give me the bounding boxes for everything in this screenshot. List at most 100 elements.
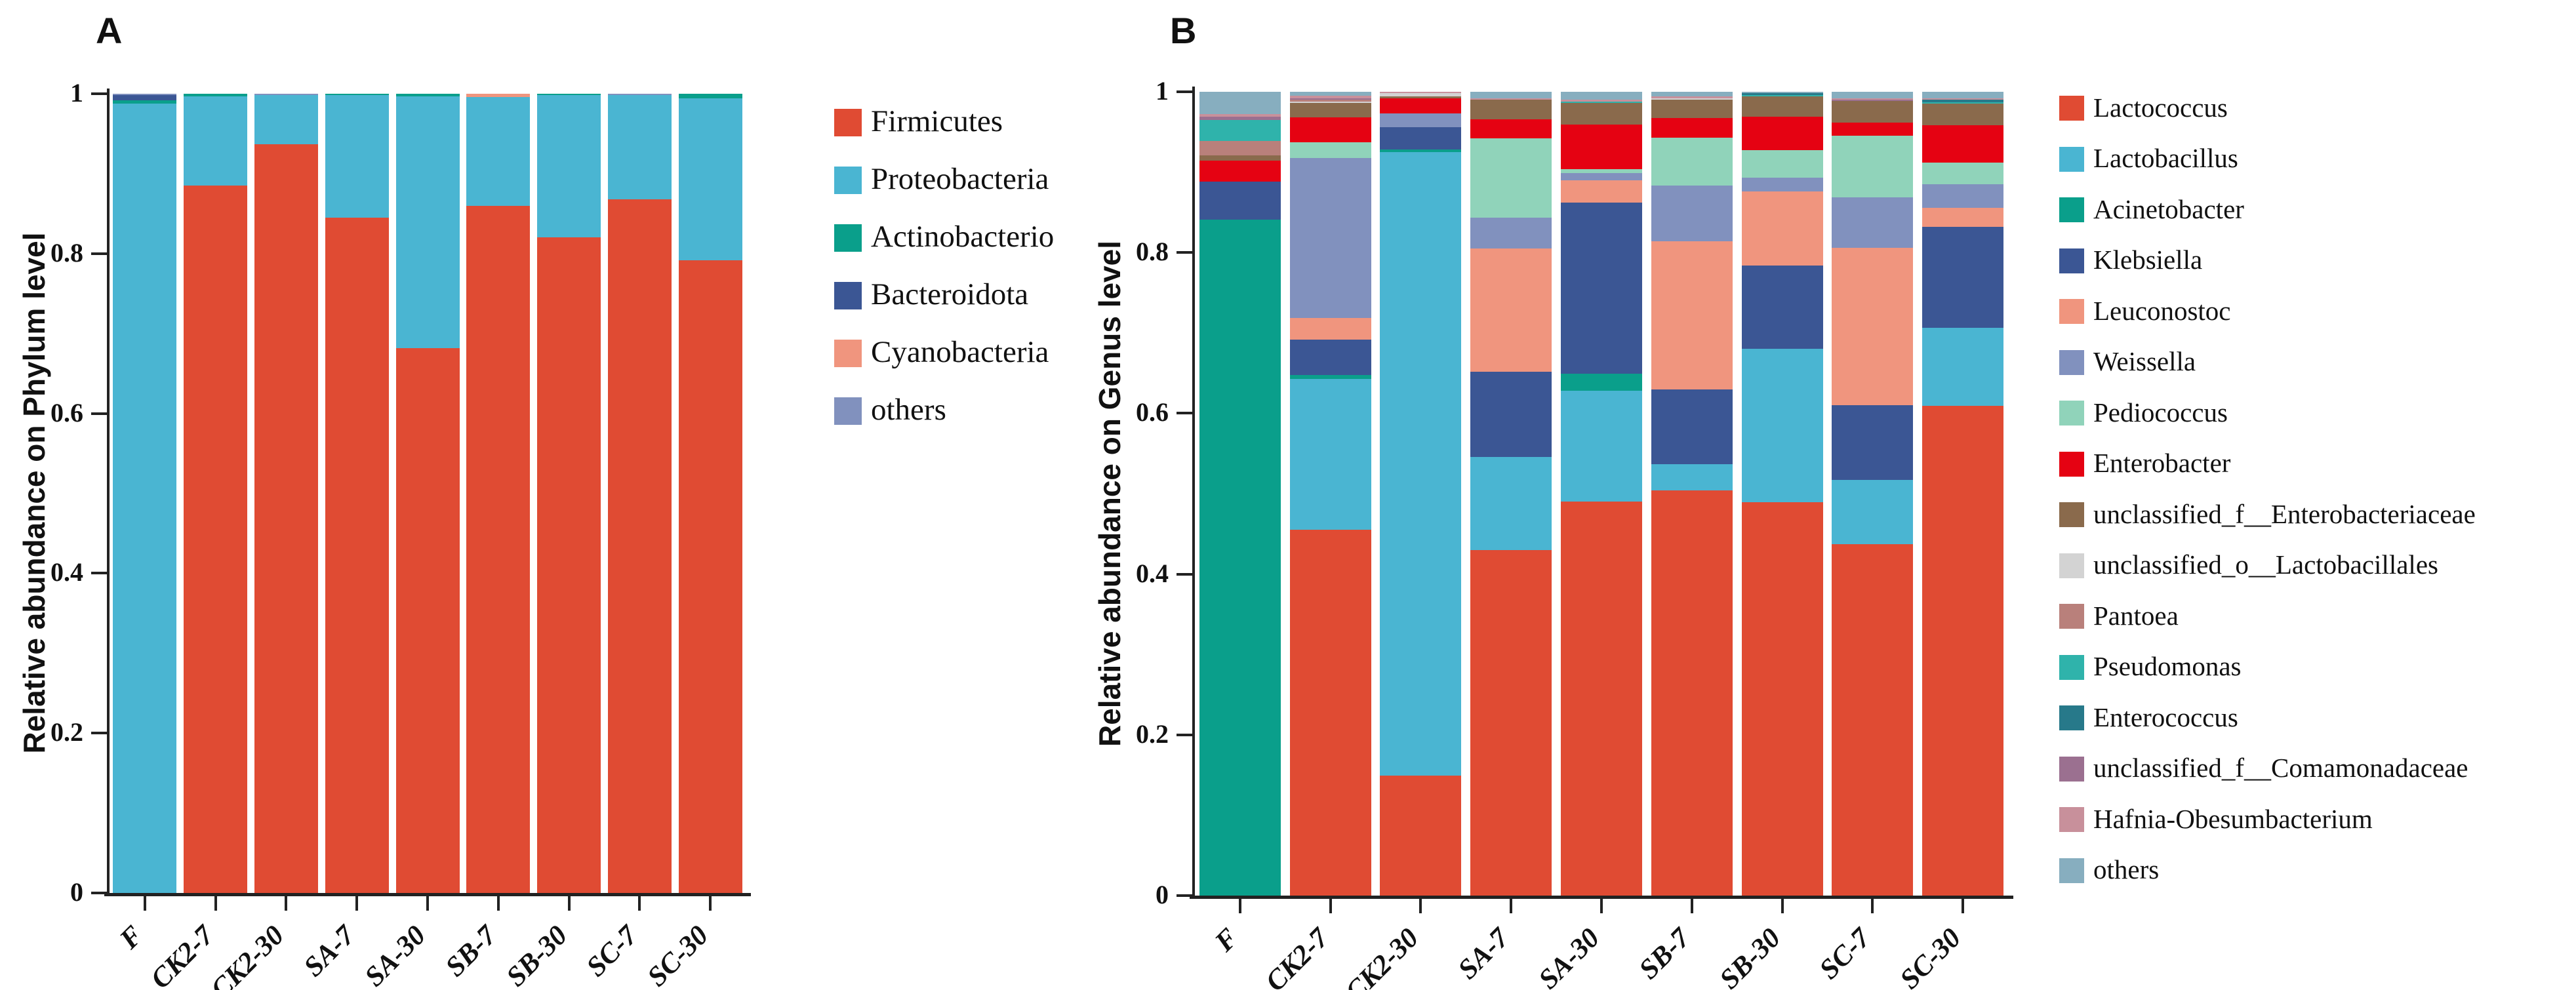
bar-segment-klebsiella-f	[1199, 182, 1281, 220]
y-tick	[91, 412, 107, 415]
bar-segment-unclassified-f-comamonadaceae-f	[1199, 117, 1281, 120]
bar-segment-pediococcus-sb-7	[1651, 137, 1733, 186]
y-tick-label: 0.6	[50, 397, 83, 427]
x-tick	[426, 896, 429, 911]
bar-segment-others-sc-7	[1832, 92, 1913, 98]
bar-segment-others-sa-7	[1470, 92, 1552, 98]
bar-segment-enterobacter-sa-7	[1470, 119, 1552, 139]
legend-swatch-others	[834, 397, 862, 425]
bar-segment-weissella-sc-30	[1922, 184, 2003, 208]
y-tick	[1177, 572, 1192, 576]
bar-segment-pediococcus-sa-7	[1470, 138, 1552, 218]
legend-swatch-hafnia-obesumbacterium	[2059, 807, 2084, 832]
y-tick-label: 0.4	[50, 557, 83, 587]
legend-label-bacteroidota: Bacteroidota	[871, 277, 1029, 311]
x-axis	[1190, 896, 2013, 899]
x-tick	[1419, 899, 1422, 913]
legend-swatch-others	[2059, 858, 2084, 883]
bar-segment-actinobacterio-ck2-7	[184, 94, 247, 96]
bar-segment-enterobacter-f	[1199, 161, 1281, 182]
bar-segment-enterobacter-sc-7	[1832, 122, 1913, 136]
bar-segment-proteobacteria-ck2-7	[184, 96, 247, 186]
bar-segment-actinobacterio-sa-7	[325, 94, 389, 95]
bar-segment-lactobacillus-sb-7	[1651, 464, 1733, 491]
legend-swatch-leuconostoc	[2059, 299, 2084, 324]
x-category-label-f: F	[113, 920, 150, 955]
bar-segment-lactobacillus-sb-30	[1742, 349, 1823, 503]
bar-segment-unclassified-o-lactobacillales-ck2-30	[1380, 92, 1461, 97]
legend-label-pantoea: Pantoea	[2093, 600, 2179, 631]
bar-segment-unclassified-f-enterobacteriaceae-sc-7	[1832, 100, 1913, 123]
y-tick	[91, 892, 107, 894]
bar-segment-unclassified-f-comamonadaceae-sc-7	[1832, 100, 1913, 101]
y-tick-label: 1	[1156, 76, 1169, 106]
bar-segment-pediococcus-sc-30	[1922, 162, 2003, 184]
y-tick-label: 0.2	[50, 717, 83, 747]
bar-segment-weissella-ck2-30	[1380, 113, 1461, 127]
bar-segment-proteobacteria-f	[113, 103, 176, 893]
panel-a-label: A	[96, 10, 123, 51]
bar-segment-lactobacillus-ck2-30	[1380, 151, 1461, 776]
y-tick-label: 0.8	[50, 237, 83, 267]
bar-segment-lactococcus-ck2-7	[1290, 530, 1371, 896]
bar-segment-others-sb-30	[1742, 92, 1823, 94]
bar-segment-acinetobacter-ck2-7	[1290, 374, 1371, 379]
legend-label-lactococcus: Lactococcus	[2093, 92, 2228, 123]
bar-segment-enterococcus-sb-30	[1742, 93, 1823, 95]
bar-segment-enterobacter-sc-30	[1922, 125, 2003, 163]
bar-segment-pediococcus-sa-30	[1561, 168, 1642, 173]
x-tick	[355, 896, 359, 911]
x-tick	[1510, 899, 1513, 913]
bar-segment-others-ck2-30	[254, 94, 318, 96]
y-tick-label: 0	[70, 877, 83, 907]
legend-swatch-proteobacteria	[834, 167, 862, 194]
x-tick	[1329, 899, 1332, 913]
bar-segment-firmicutes-sa-7	[325, 217, 389, 893]
bar-segment-weissella-sc-7	[1832, 197, 1913, 248]
bar-segment-proteobacteria-sa-7	[325, 94, 389, 218]
bar-segment-unclassified-f-enterobacteriaceae-sa-7	[1470, 100, 1552, 119]
bar-segment-enterobacter-sb-7	[1651, 118, 1733, 138]
x-tick	[638, 896, 641, 911]
legend-label-pediococcus: Pediococcus	[2093, 397, 2228, 427]
y-tick	[1177, 90, 1192, 93]
legend-swatch-firmicutes	[834, 109, 862, 136]
bar-segment-leuconostoc-sb-7	[1651, 241, 1733, 389]
bar-segment-unclassified-f-enterobacteriaceae-sb-30	[1742, 96, 1823, 117]
bar-segment-lactobacillus-ck2-7	[1290, 378, 1371, 530]
y-tick	[91, 92, 107, 95]
bar-segment-pseudomonas-sa-30	[1561, 101, 1642, 104]
legend-label-leuconostoc: Leuconostoc	[2093, 295, 2231, 326]
bar-segment-bacteroidota-f	[113, 95, 176, 100]
bar-segment-pseudomonas-sc-30	[1922, 102, 2003, 104]
legend-swatch-bacteroidota	[834, 282, 862, 309]
bar-segment-unclassified-f-enterobacteriaceae-f	[1199, 155, 1281, 161]
legend-label-klebsiella: Klebsiella	[2093, 245, 2203, 275]
bar-segment-lactococcus-sa-30	[1561, 502, 1642, 896]
bar-segment-firmicutes-sa-30	[396, 347, 460, 893]
legend-label-acinetobacter: Acinetobacter	[2093, 193, 2244, 224]
legend-label-actinobacterio: Actinobacterio	[871, 219, 1055, 254]
bar-segment-lactococcus-sb-30	[1742, 502, 1823, 896]
x-tick	[285, 896, 288, 911]
bar-segment-actinobacterio-sb-30	[537, 94, 601, 95]
bar-segment-others-ck2-7	[1290, 92, 1371, 96]
legend-swatch-enterococcus	[2059, 705, 2084, 730]
bar-segment-others-f	[113, 94, 176, 96]
bar-segment-pediococcus-sb-30	[1742, 150, 1823, 178]
bar-segment-firmicutes-sb-30	[537, 237, 601, 893]
legend-label-unclassified-f-enterobacteriaceae: unclassified_f__Enterobacteriaceae	[2093, 498, 2476, 529]
x-tick	[214, 896, 217, 911]
bar-segment-others-sc-7	[608, 94, 672, 95]
bar-segment-klebsiella-ck2-30	[1380, 127, 1461, 150]
bar-segment-pseudomonas-f	[1199, 119, 1281, 141]
y-tick	[1177, 412, 1192, 415]
bar-segment-hafnia-obesumbacterium-sa-7	[1470, 98, 1552, 100]
bar-segment-klebsiella-sc-30	[1922, 226, 2003, 328]
bar-segment-lactobacillus-sc-30	[1922, 328, 2003, 406]
x-tick	[143, 896, 146, 911]
legend-label-firmicutes: Firmicutes	[871, 104, 1003, 138]
bar-segment-pseudomonas-sb-30	[1742, 94, 1823, 97]
bar-segment-proteobacteria-sc-7	[608, 94, 672, 199]
